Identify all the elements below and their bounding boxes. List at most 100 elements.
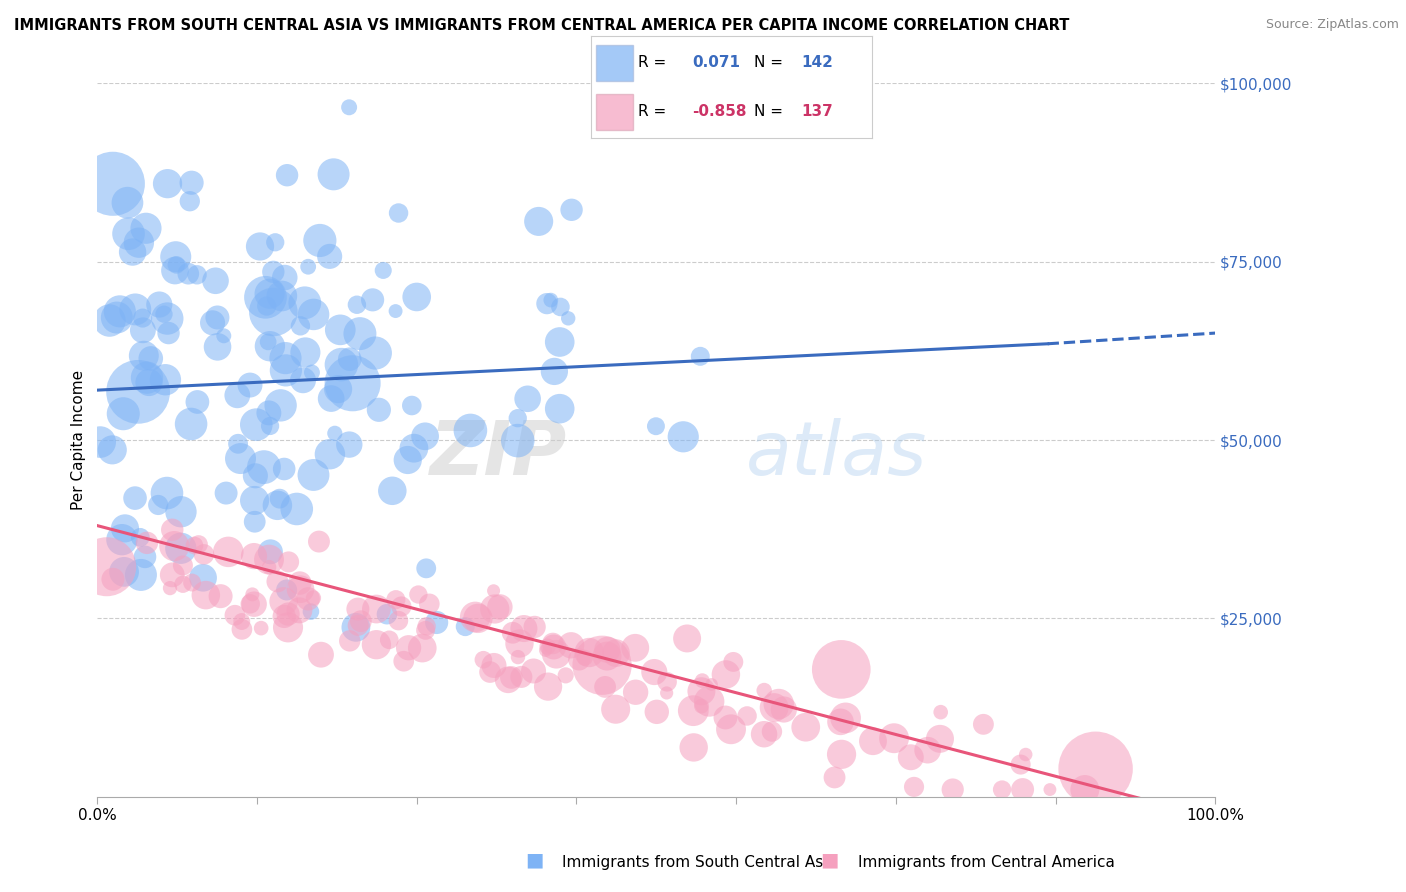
Point xyxy=(131,311,153,326)
Point xyxy=(249,239,271,253)
Point xyxy=(991,782,1014,797)
Point xyxy=(224,608,246,623)
Point xyxy=(378,632,401,647)
Point xyxy=(464,610,486,624)
Point xyxy=(231,615,253,629)
Point xyxy=(917,743,939,757)
Point xyxy=(321,392,343,406)
Point xyxy=(714,710,737,724)
Point xyxy=(105,310,128,325)
Text: N =: N = xyxy=(754,104,787,120)
Point xyxy=(1074,782,1097,797)
Point xyxy=(290,318,312,333)
Point xyxy=(108,304,131,318)
Point xyxy=(534,643,557,657)
Text: R =: R = xyxy=(638,55,672,70)
Point xyxy=(243,549,266,563)
Point xyxy=(364,346,387,360)
Point xyxy=(972,717,994,731)
Point xyxy=(148,498,170,512)
Point xyxy=(288,603,311,617)
Point xyxy=(183,539,205,553)
Point xyxy=(714,667,737,681)
Point xyxy=(112,565,135,579)
Point xyxy=(773,702,796,716)
Point xyxy=(522,664,544,678)
Point xyxy=(297,260,319,274)
Point xyxy=(557,311,579,326)
Point xyxy=(302,307,325,321)
Point xyxy=(624,685,647,699)
Point xyxy=(337,100,360,114)
Point xyxy=(506,650,529,665)
Point xyxy=(277,620,299,634)
Point xyxy=(398,640,420,655)
Point xyxy=(172,577,194,591)
Point xyxy=(285,502,308,516)
Point xyxy=(180,176,202,190)
Point xyxy=(128,235,150,250)
Point xyxy=(159,581,181,595)
Bar xyxy=(596,95,633,130)
Point xyxy=(187,537,209,551)
Point xyxy=(204,274,226,288)
Point xyxy=(413,429,436,443)
Point xyxy=(523,620,546,634)
Point xyxy=(257,552,280,566)
Point xyxy=(402,441,425,455)
Point xyxy=(596,648,619,663)
Point xyxy=(516,392,538,406)
Point xyxy=(276,582,298,597)
Text: ■: ■ xyxy=(820,851,839,870)
Point xyxy=(1015,747,1038,762)
Point xyxy=(554,668,576,682)
Point xyxy=(257,560,280,574)
Point xyxy=(155,373,177,387)
Point xyxy=(209,589,232,603)
Point xyxy=(156,311,179,326)
Point xyxy=(527,214,550,228)
Point xyxy=(346,298,368,312)
Point xyxy=(454,619,477,633)
Point xyxy=(212,328,235,343)
Point xyxy=(302,467,325,482)
Point xyxy=(366,638,388,652)
Point xyxy=(690,673,713,688)
Point xyxy=(384,304,406,318)
Text: atlas: atlas xyxy=(745,418,927,491)
Point xyxy=(605,646,627,660)
Text: Immigrants from South Central Asia: Immigrants from South Central Asia xyxy=(562,855,838,870)
Point xyxy=(561,202,583,217)
Text: IMMIGRANTS FROM SOUTH CENTRAL ASIA VS IMMIGRANTS FROM CENTRAL AMERICA PER CAPITA: IMMIGRANTS FROM SOUTH CENTRAL ASIA VS IM… xyxy=(14,18,1070,33)
Point xyxy=(262,305,284,319)
Point xyxy=(548,401,571,416)
Point xyxy=(794,720,817,734)
Point xyxy=(541,636,564,650)
Point xyxy=(1039,782,1062,797)
Point xyxy=(269,491,291,506)
Point xyxy=(309,648,332,662)
Point xyxy=(89,435,111,450)
Point xyxy=(883,731,905,746)
Point xyxy=(301,366,323,380)
Point xyxy=(254,290,277,304)
Point xyxy=(482,658,505,673)
Point xyxy=(831,747,853,762)
Point xyxy=(418,597,440,611)
Point xyxy=(148,297,170,311)
Point xyxy=(138,376,160,390)
Point xyxy=(136,370,159,384)
Point xyxy=(506,434,529,448)
Point xyxy=(682,740,704,755)
Point xyxy=(754,683,776,698)
Point xyxy=(156,486,179,500)
Point xyxy=(720,723,742,737)
Point xyxy=(193,547,215,561)
Text: Source: ZipAtlas.com: Source: ZipAtlas.com xyxy=(1265,18,1399,31)
Point xyxy=(302,591,325,605)
Point xyxy=(546,647,568,661)
Point xyxy=(273,609,295,624)
Point xyxy=(537,680,560,694)
Point xyxy=(111,533,134,547)
Point xyxy=(326,382,349,396)
